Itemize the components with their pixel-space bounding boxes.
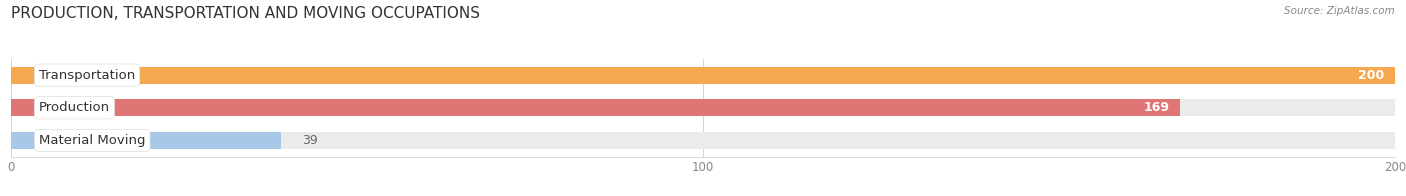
Text: 200: 200 <box>1358 69 1385 82</box>
Bar <box>11 67 1395 84</box>
Text: Material Moving: Material Moving <box>39 134 145 147</box>
Bar <box>11 132 281 149</box>
Text: 39: 39 <box>302 134 318 147</box>
Bar <box>11 99 1180 116</box>
Text: Source: ZipAtlas.com: Source: ZipAtlas.com <box>1284 6 1395 16</box>
Text: PRODUCTION, TRANSPORTATION AND MOVING OCCUPATIONS: PRODUCTION, TRANSPORTATION AND MOVING OC… <box>11 6 481 21</box>
Bar <box>11 67 1395 84</box>
Text: 169: 169 <box>1144 101 1170 114</box>
Bar <box>11 132 1395 149</box>
Text: Production: Production <box>39 101 110 114</box>
Bar <box>11 99 1395 116</box>
Text: Transportation: Transportation <box>39 69 135 82</box>
